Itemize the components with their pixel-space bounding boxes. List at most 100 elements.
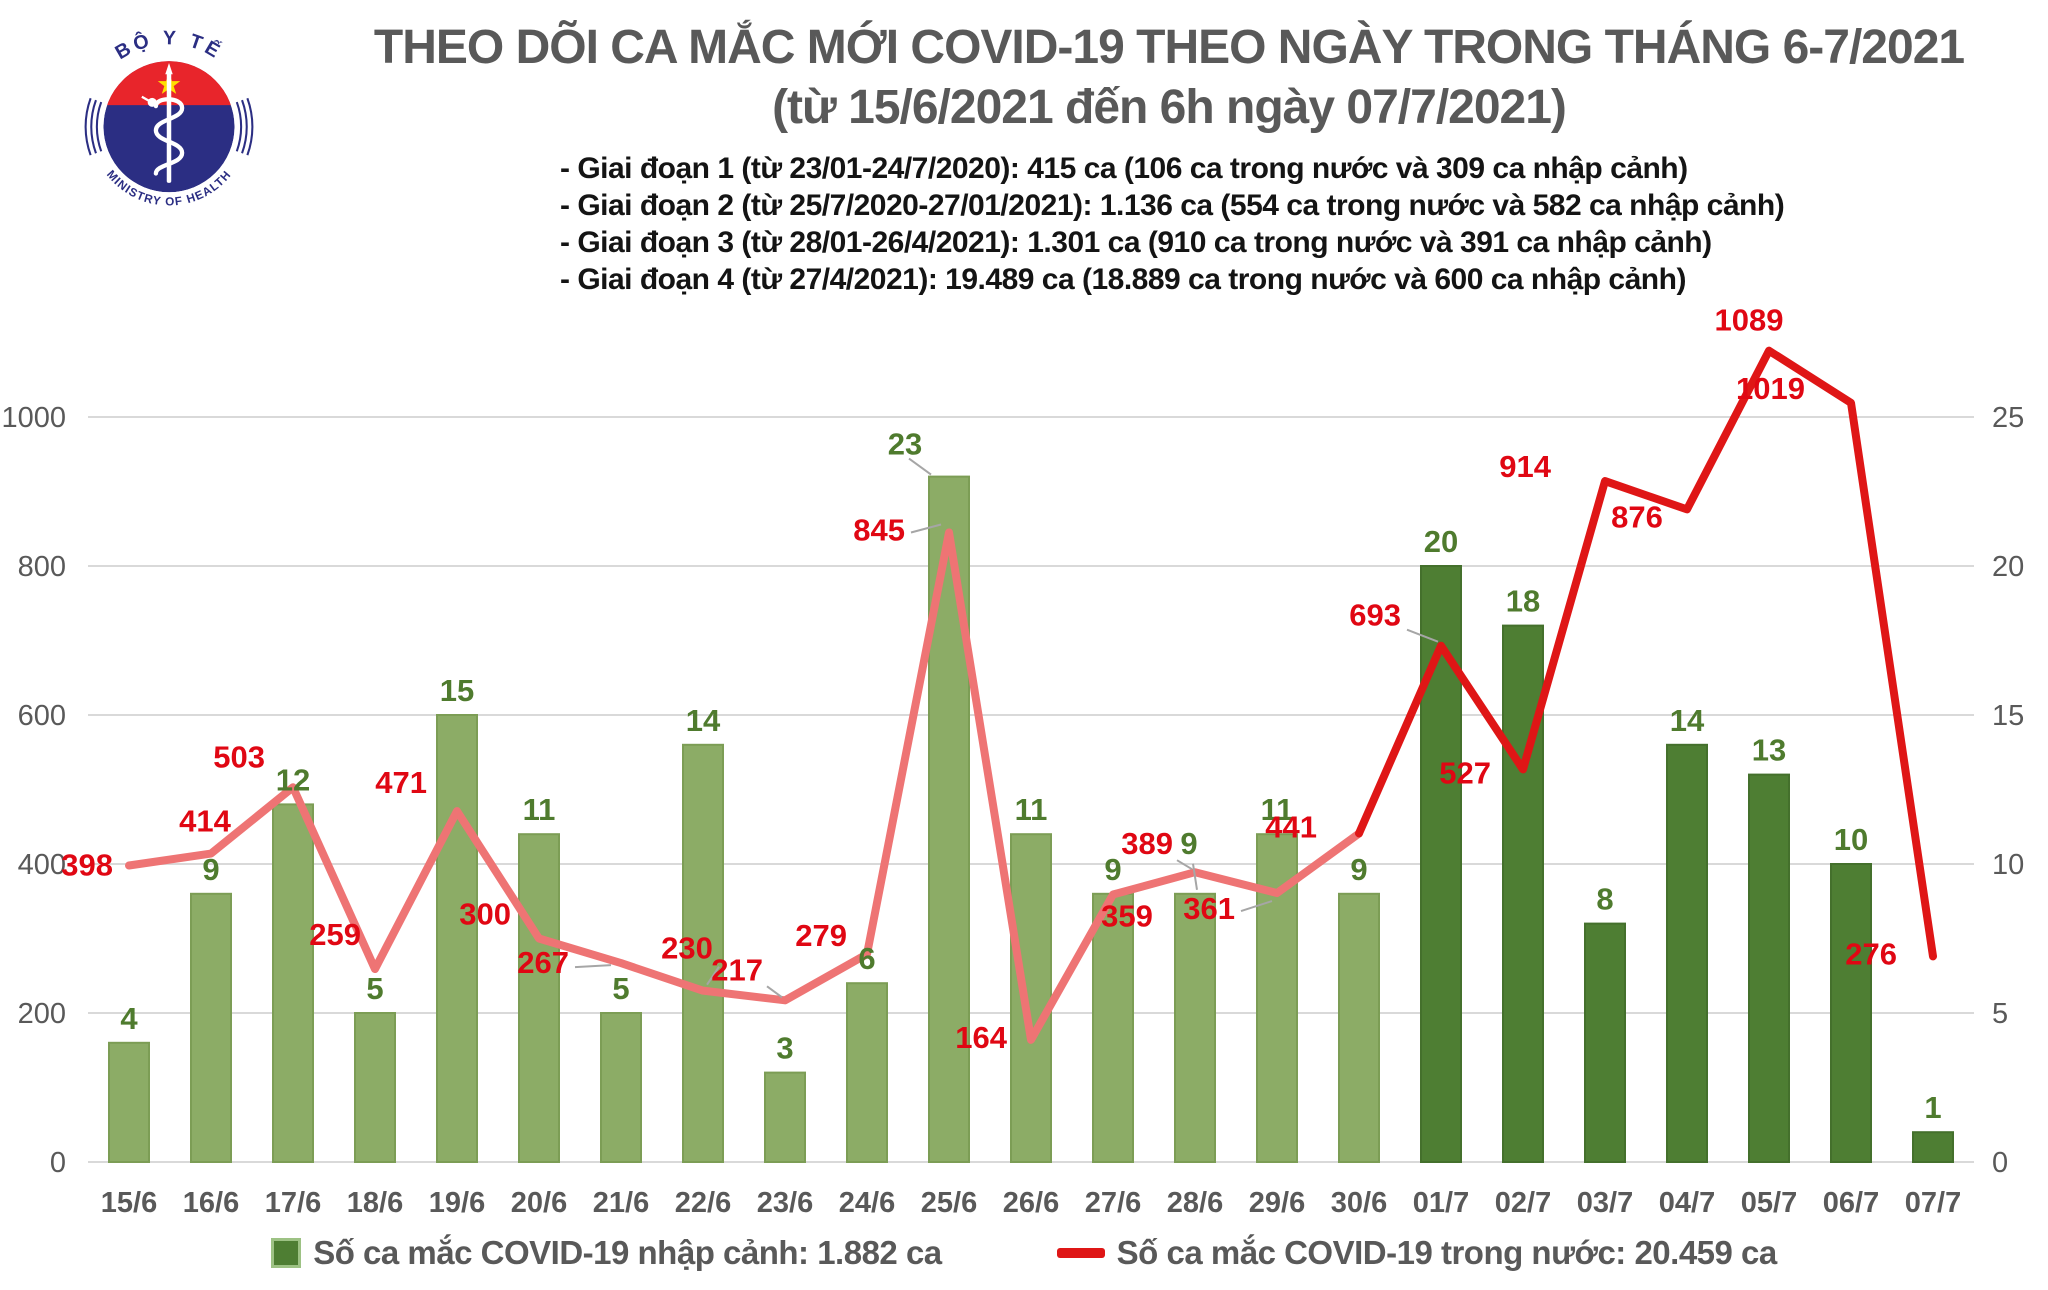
bar-26/6	[1010, 833, 1052, 1163]
x-axis-label: 19/6	[429, 1187, 485, 1219]
x-axis-label: 15/6	[101, 1187, 157, 1219]
phase-line-4: - Giai đoạn 4 (từ 27/4/2021): 19.489 ca …	[560, 263, 1686, 296]
bar-value-label: 13	[1752, 733, 1786, 768]
bar-18/6	[354, 1012, 396, 1163]
bar-value-label: 9	[202, 852, 219, 887]
line-value-label: 267	[517, 945, 569, 980]
bar-value-label: 5	[612, 971, 629, 1006]
logo-svg: BỘ Y TẾ MINISTRY OF HEALTH	[84, 27, 254, 209]
bar-05/7	[1748, 773, 1790, 1163]
bar-value-label: 12	[276, 762, 310, 797]
bar-value-label: 14	[1670, 703, 1705, 738]
legend-item-imported: Số ca mắc COVID-19 nhập cảnh: 1.882 ca	[271, 1234, 942, 1272]
y-axis-right-label: 20	[1992, 551, 2024, 583]
x-axis-label: 03/7	[1577, 1187, 1633, 1219]
x-axis-label: 28/6	[1167, 1187, 1223, 1219]
x-axis-label: 06/7	[1823, 1187, 1879, 1219]
bar-30/6	[1338, 892, 1380, 1163]
line-value-label: 471	[375, 765, 427, 800]
bar-value-label: 8	[1596, 882, 1613, 917]
phase-line-1: - Giai đoạn 1 (từ 23/01-24/7/2020): 415 …	[560, 152, 1688, 185]
leader-line	[766, 985, 783, 999]
line-value-label: 217	[711, 952, 763, 987]
x-axis-label: 05/7	[1741, 1187, 1797, 1219]
x-axis-label: 20/6	[511, 1187, 567, 1219]
bar-22/6	[682, 743, 724, 1163]
bar-value-label: 20	[1424, 524, 1458, 559]
bar-value-label: 23	[888, 427, 922, 462]
x-axis-label: 07/7	[1905, 1187, 1961, 1219]
line-value-label: 398	[61, 847, 113, 882]
x-axis-label: 26/6	[1003, 1187, 1059, 1219]
title-block: THEO DÕI CA MẮC MỚI COVID-19 THEO NGÀY T…	[300, 18, 2038, 138]
phase-line-2: - Giai đoạn 2 (từ 25/7/2020-27/01/2021):…	[560, 189, 1785, 222]
legend-bar-swatch	[271, 1238, 302, 1268]
legend-line-label: Số ca mắc COVID-19 trong nước: 20.459 ca	[1116, 1234, 1778, 1271]
bar-value-label: 4	[120, 1001, 138, 1036]
line-domestic-recent	[1355, 346, 1937, 961]
line-value-label: 503	[213, 739, 265, 774]
leader-line	[908, 457, 932, 476]
bar-value-label: 1	[1924, 1090, 1941, 1125]
bar-17/6	[272, 803, 314, 1164]
y-axis-right-label: 15	[1992, 700, 2024, 732]
page-subtitle: (từ 15/6/2021 đến 6h ngày 07/7/2021)	[772, 81, 1567, 134]
bar-value-label: 11	[1015, 792, 1048, 827]
ministry-of-health-logo: BỘ Y TẾ MINISTRY OF HEALTH	[66, 16, 272, 228]
bar-19/6	[436, 714, 478, 1163]
bar-value-label: 14	[686, 703, 721, 738]
bar-value-label: 18	[1506, 584, 1540, 619]
bar-27/6	[1092, 892, 1134, 1163]
bar-value-label: 5	[366, 971, 383, 1006]
y-axis-left-label: 1000	[1, 402, 66, 434]
x-axis-label: 02/7	[1495, 1187, 1551, 1219]
bar-20/6	[518, 833, 560, 1163]
line-value-label: 230	[661, 931, 713, 966]
bar-28/6	[1174, 892, 1216, 1163]
bar-value-label: 9	[1104, 852, 1121, 887]
x-axis-label: 01/7	[1413, 1187, 1469, 1219]
line-value-label: 693	[1349, 598, 1401, 633]
line-value-label: 914	[1499, 449, 1551, 484]
bar-value-label: 10	[1834, 822, 1868, 857]
phase-line-3: - Giai đoạn 3 (từ 28/01-26/4/2021): 1.30…	[560, 226, 1712, 259]
bar-23/6	[764, 1071, 806, 1163]
line-value-label: 527	[1439, 755, 1491, 790]
x-axis-label: 16/6	[183, 1187, 239, 1219]
bar-07/7	[1912, 1131, 1954, 1163]
line-value-label: 359	[1101, 899, 1153, 934]
line-value-label: 300	[459, 897, 511, 932]
legend: Số ca mắc COVID-19 nhập cảnh: 1.882 ca S…	[0, 1234, 2048, 1272]
x-axis-label: 25/6	[921, 1187, 977, 1219]
bar-06/7	[1830, 863, 1872, 1163]
legend-item-domestic: Số ca mắc COVID-19 trong nước: 20.459 ca	[1056, 1234, 1778, 1272]
y-axis-left-label: 600	[18, 700, 66, 732]
line-value-label: 845	[853, 512, 905, 547]
line-value-label: 1019	[1736, 371, 1805, 406]
bar-21/6	[600, 1012, 642, 1163]
line-value-label: 279	[795, 918, 847, 953]
x-axis-label: 24/6	[839, 1187, 895, 1219]
logo-side-arcs	[84, 97, 254, 156]
leader-line	[910, 523, 942, 534]
logo-caduceus-icon	[141, 63, 185, 183]
line-value-label: 414	[179, 804, 231, 839]
leader-line	[1176, 859, 1193, 871]
line-value-label: 389	[1121, 826, 1173, 861]
y-axis-right-label: 5	[1992, 998, 2008, 1030]
leader-line	[1406, 628, 1439, 643]
y-axis-left-label: 400	[18, 849, 66, 881]
y-axis-right-label: 25	[1992, 402, 2024, 434]
bar-15/6	[108, 1041, 150, 1164]
y-axis-left-label: 0	[50, 1147, 66, 1179]
bar-value-label: 11	[1261, 792, 1294, 827]
bar-value-label: 6	[858, 941, 875, 976]
y-axis-left-label: 200	[18, 998, 66, 1030]
page-title: THEO DÕI CA MẮC MỚI COVID-19 THEO NGÀY T…	[373, 21, 1965, 74]
x-axis-label: 18/6	[347, 1187, 403, 1219]
leader-line	[1240, 900, 1273, 913]
bar-16/6	[190, 892, 232, 1163]
